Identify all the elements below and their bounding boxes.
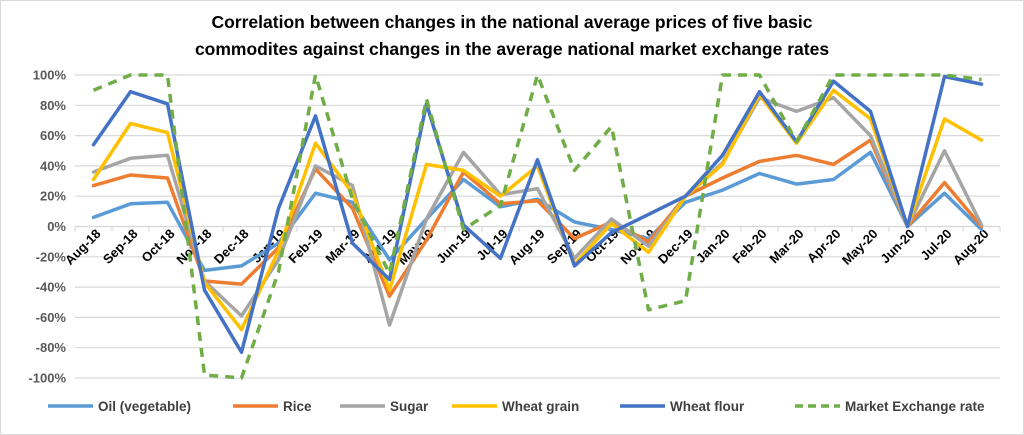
chart-title-line-1: Correlation between changes in the natio… (211, 12, 813, 32)
series-line-rice (91, 138, 984, 298)
x-tick-label: May-20 (839, 226, 881, 268)
legend-label: Wheat flour (670, 399, 745, 414)
x-tick-label: Oct-18 (138, 226, 177, 265)
x-tick-label: Dec-18 (211, 226, 252, 267)
y-tick-label: 60% (40, 128, 66, 143)
series-line-market-exchange-rate (92, 73, 982, 380)
y-tick-label: 40% (40, 158, 66, 173)
x-tick-label: Apr-20 (804, 226, 844, 266)
series-line-wheat-flour (91, 74, 984, 354)
y-tick-label: -20% (36, 249, 67, 264)
chart-title-line-2: commodites against changes in the averag… (194, 39, 830, 59)
x-tick-label: Feb-19 (285, 226, 325, 266)
x-tick-label: Jun-19 (433, 226, 473, 266)
legend: Oil (vegetable) Rice Sugar Wheat grain Wheat… (48, 399, 985, 414)
y-tick-label: -100% (28, 371, 66, 386)
x-tick-label: Jan-20 (693, 226, 733, 266)
x-tick-label: Mar-20 (766, 226, 806, 266)
legend-label: Rice (283, 399, 312, 414)
x-tick-label: Jun-20 (877, 226, 917, 266)
x-axis: Aug-18Sep-18Oct-18Nov-18Dec-18Jan-19Feb-… (62, 225, 1001, 268)
series-lines (91, 73, 984, 380)
legend-label: Wheat grain (502, 399, 579, 414)
x-tick-label: Aug-20 (950, 226, 992, 268)
x-tick-label: Sep-18 (100, 226, 141, 267)
y-tick-label: 80% (40, 98, 66, 113)
x-tick-label: Aug-18 (62, 226, 104, 268)
legend-label: Sugar (390, 399, 429, 414)
y-tick-label: 0% (47, 219, 66, 234)
y-tick-label: -40% (36, 280, 67, 295)
series-line-sugar (91, 95, 984, 327)
x-tick-label: Feb-20 (729, 226, 769, 266)
y-axis: -100% -80% -60% -40% -20% 0% 20% 40% 60% 80% 100% (28, 68, 66, 386)
legend-label: Oil (vegetable) (98, 399, 191, 414)
y-tick-label: -60% (36, 310, 67, 325)
y-tick-label: 100% (33, 68, 67, 83)
y-tick-label: -80% (36, 340, 67, 355)
legend-label: Market Exchange rate (845, 399, 985, 414)
y-tick-label: 20% (40, 189, 66, 204)
series-line-wheat-grain (91, 88, 984, 332)
